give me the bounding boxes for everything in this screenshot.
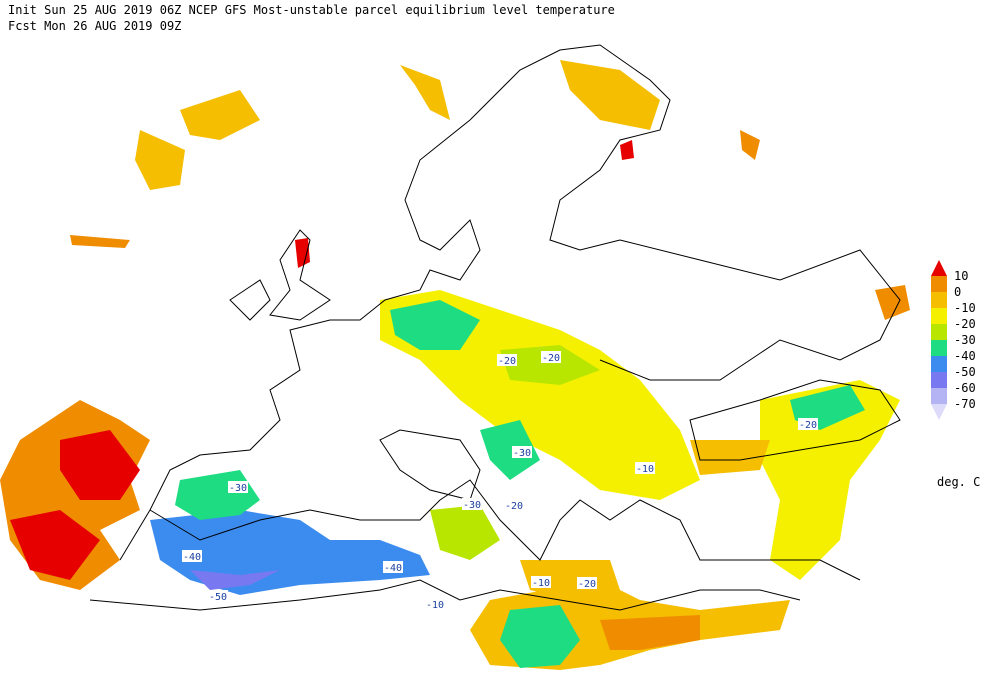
legend: 10 0 -10 -20 -30 -40 -50 -60 -70 (931, 260, 976, 420)
legend-unit: deg. C (937, 475, 980, 489)
legend-arrow (931, 404, 947, 420)
legend-label: -50 (954, 365, 976, 379)
coastlines (89, 44, 901, 611)
contour-label: -10 (636, 464, 654, 475)
contour-label-bg (504, 499, 524, 511)
contour-label-bg (383, 561, 403, 573)
contour-label-bg (512, 446, 532, 458)
contour-label: -10 (426, 600, 444, 611)
legend-label: -10 (954, 301, 976, 315)
contour-label-bg (577, 577, 597, 589)
contour-label: -30 (229, 483, 247, 494)
contour-label: -40 (384, 563, 402, 574)
contour-label: -20 (578, 579, 596, 590)
contour-label: -40 (183, 552, 201, 563)
contour-label-bg (228, 481, 248, 493)
contour-label: -20 (498, 356, 516, 367)
contour-label-bg (425, 598, 445, 610)
legend-swatch (931, 356, 947, 372)
contour-label-bg (798, 418, 818, 430)
contour-label: -30 (513, 448, 531, 459)
legend-swatch (931, 324, 947, 340)
contour-label: -50 (209, 592, 227, 603)
legend-label: -30 (954, 333, 976, 347)
legend-label: -60 (954, 381, 976, 395)
legend-label: -40 (954, 349, 976, 363)
legend-swatch (931, 308, 947, 324)
legend-label: -20 (954, 317, 976, 331)
contour-label-bg (531, 576, 551, 588)
legend-swatch (931, 372, 947, 388)
fields (0, 60, 910, 670)
legend-swatch (931, 388, 947, 404)
legend-label: -70 (954, 397, 976, 411)
contour-label: -30 (463, 500, 481, 511)
contour-label-bg (635, 462, 655, 474)
legend-label: 0 (954, 285, 961, 299)
contour-label-bg (208, 590, 228, 602)
contour-labels: -20 -20 -30 -20 -10 -30 -30 -20 -40 -40 -50 -10 -20 -… (182, 351, 818, 611)
header-line: Init Sun 25 AUG 2019 06Z NCEP GFS Most-u… (8, 3, 615, 17)
header-line: Fcst Mon 26 AUG 2019 09Z (8, 19, 181, 33)
contour-label-bg (541, 351, 561, 363)
contour-label-bg (497, 354, 517, 366)
legend-swatch (931, 340, 947, 356)
contour-label: -20 (799, 420, 817, 431)
legend-swatch (931, 276, 947, 292)
contour-label: -20 (542, 353, 560, 364)
contour-label: -10 (532, 578, 550, 589)
legend-arrow (931, 260, 947, 276)
legend-swatch (931, 292, 947, 308)
contour-label-bg (462, 498, 482, 510)
contour-label-bg (182, 550, 202, 562)
contour-label: -20 (505, 501, 523, 512)
legend-label: 10 (954, 269, 968, 283)
